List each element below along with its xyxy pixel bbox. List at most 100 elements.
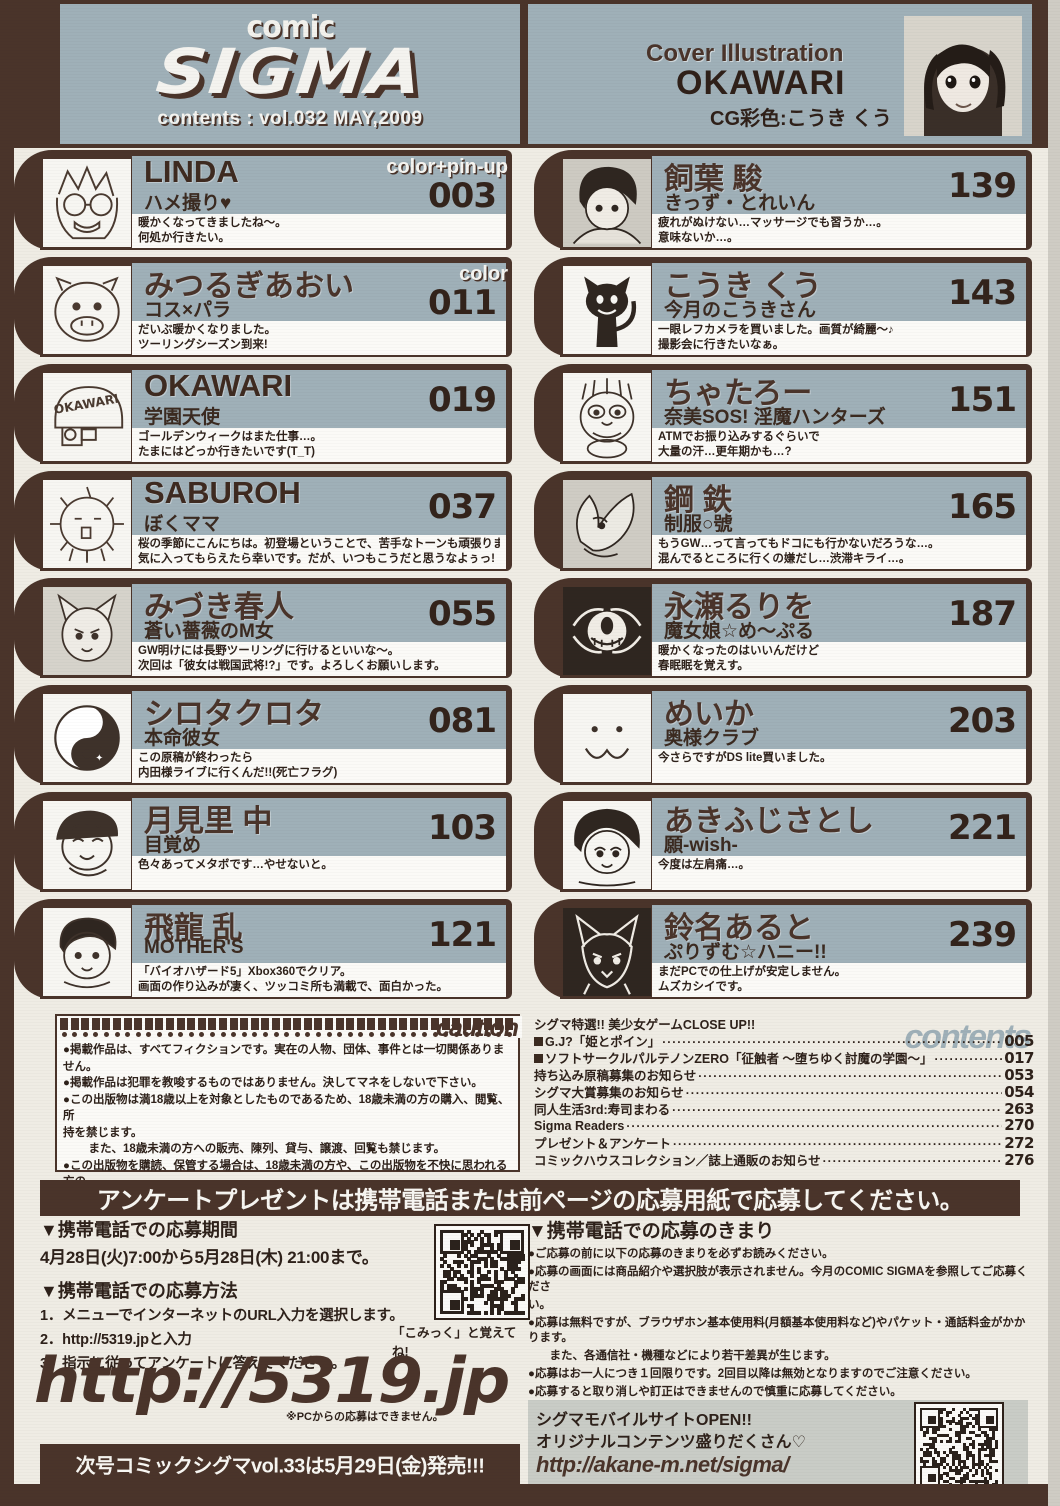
right-edge-bar xyxy=(1048,0,1060,1506)
entry-author-name: シロタクロタ xyxy=(144,698,324,731)
survey-period-heading: ▼携帯電話での応募期間 xyxy=(40,1220,238,1240)
caution-line: ●掲載作品は犯罪を教唆するものではありません。決してマネをしないで下さい。 xyxy=(63,1077,483,1089)
survey-big-url[interactable]: http://5319.jp xyxy=(34,1344,510,1417)
mobile-site-box: シグマモバイルサイトOPEN!! オリジナルコンテンツ盛りだくさん♡ http:… xyxy=(528,1400,1028,1492)
contents-entry[interactable]: 鈴名あると ぷりずむ☆ハニー!! 239 まだPCでの仕上げが安定しません。 ムズカシイ… xyxy=(534,897,1042,1004)
caution-strip-square xyxy=(261,1018,270,1030)
entry-page-number: 103 xyxy=(428,808,497,848)
entry-title-bar: あきふじさとし 願-wish- 221 xyxy=(652,798,1026,856)
contents-entry[interactable]: ✦ ✦ シロタクロタ 本命彼女 081 この原稿が終わったら 内田様ライブに行くんだ!!(死… xyxy=(14,683,522,790)
svg-text:✦: ✦ xyxy=(71,721,79,732)
contents-row[interactable]: 持ち込み原稿募集のお知らせ ···························… xyxy=(534,1065,1034,1084)
contents-row-label: Sigma Readers xyxy=(534,1119,625,1133)
caution-strip-dot xyxy=(231,1032,237,1037)
caution-strip-dot xyxy=(474,1032,480,1037)
entry-author-name: あきふじさとし xyxy=(664,805,874,838)
contents-row[interactable]: プレゼント＆アンケート ·····························… xyxy=(534,1133,1034,1152)
contents-entry[interactable]: あきふじさとし 願-wish- 221 今度は左肩痛…。 xyxy=(534,790,1042,897)
entry-comment: 暖かくなってきましたね～。 何処か行きたい。 xyxy=(132,214,506,248)
contents-entry[interactable]: 飼葉 駿きっず・とれいん 139 疲れがぬけない…マッサージでも習うか…。 意味ないか… xyxy=(534,148,1042,255)
contents-entry[interactable]: 月見里 中目覚め 103 色々あってメタボです…やせないと。 xyxy=(14,790,522,897)
mobile-site-url[interactable]: http://akane-m.net/sigma/ xyxy=(536,1452,789,1477)
caution-strip-dot xyxy=(453,1032,459,1037)
contents-row-dots: ········································… xyxy=(698,1069,1003,1083)
contents-entry[interactable]: 飛龍 乱 MOTHER'S 121 「バイオハザード5」Xbox360でクリア。 画面の… xyxy=(14,897,522,1004)
caution-strip-dot xyxy=(390,1032,396,1037)
entry-page-number: 037 xyxy=(428,487,497,527)
contents-row[interactable]: コミックハウスコレクション／誌上通販のお知らせ ·················… xyxy=(534,1150,1034,1169)
contents-row[interactable]: シグマ大賞募集のお知らせ ····························… xyxy=(534,1082,1034,1101)
caution-strip-square xyxy=(484,1018,492,1030)
contents-entry[interactable]: みづき春人 蒼い薔薇のM女 055 GW明けには長野ツーリングに行けるといいな～。 次回… xyxy=(14,576,522,683)
caution-strip-square xyxy=(123,1018,132,1030)
entry-title-bar: 月見里 中目覚め 103 xyxy=(132,798,506,856)
entry-comment: この原稿が終わったら 内田様ライブに行くんだ!!(死亡フラグ) xyxy=(132,749,506,783)
contents-rows: G.J?「姫とポイン」 ·····························… xyxy=(534,1031,1034,1169)
entry-author-name: SABUROH xyxy=(144,475,301,510)
entry-page-number: 165 xyxy=(948,487,1017,527)
yin-yang-icon: ✦ ✦ xyxy=(40,691,134,785)
cover-artist-name: OKAWARI xyxy=(676,64,846,102)
portrait-glasses-icon xyxy=(40,156,134,250)
contents-entry[interactable]: OKAWARI OKAWARI 学園天使 019 ゴールデンウィークはまた仕事…。 たまに… xyxy=(14,362,522,469)
cover-photo-thumbnail xyxy=(904,16,1022,136)
caution-strip-dot xyxy=(506,1032,512,1037)
entry-author-name: 鈴名あると xyxy=(664,912,814,945)
entry-comment-line-2: 何処か行きたい。 xyxy=(138,232,230,244)
contents-entry[interactable]: SABUROH ぼくママ 037 桜の季節にこんにちは。初登場ということで、苦手なトー… xyxy=(14,469,522,576)
contents-entry[interactable]: 鋼 鉄制服○號 165 もうGW…って言ってもドコにも行かないだろうな…。 混んでると… xyxy=(534,469,1042,576)
next-issue-band: 次号コミックシグマvol.33は5月29日(金)発売!!! xyxy=(40,1444,520,1484)
entry-comment-line-1: ゴールデンウィークはまた仕事…。 xyxy=(138,431,322,443)
contents-row[interactable]: Sigma Readers ···························… xyxy=(534,1116,1034,1134)
contents-row[interactable]: ソフトサークルパルテノンZERO「征触者 ～堕ちゆく討魔の学園～」 ·······… xyxy=(534,1048,1034,1067)
cover-illustration-block: Cover Illustration OKAWARI CG彩色:こうき くう xyxy=(528,4,1032,144)
survey-rule-line: ●応募は無料ですが、ブラウザホン基本使用料(月額基本使用料など)やパケット・通話… xyxy=(528,1317,1026,1344)
contents-entry[interactable]: こうき くう 今月のこうきさん 143 一眼レフカメラを買いました。画質が綺麗～♪ 撮影… xyxy=(534,255,1042,362)
caution-strip-dot xyxy=(400,1032,406,1037)
entry-title-bar: シロタクロタ 本命彼女 081 xyxy=(132,691,506,749)
entry-author-name: みつるぎあおい xyxy=(144,270,354,303)
entry-comment: 疲れがぬけない…マッサージでも習うか…。 意味ないか…。 xyxy=(652,214,1026,248)
entry-page-number: 139 xyxy=(948,166,1017,206)
contents-row-dots: ········································… xyxy=(934,1052,1002,1066)
bottom-area: ▼携帯電話での応募期間 4月28日(火)7:00から5月28日(木) 21:00… xyxy=(0,1216,1060,1506)
entry-comment-line-1: だいぶ暖かくなりました。 xyxy=(138,324,276,336)
contents-row[interactable]: 同人生活3rd:寿司まわる ···························… xyxy=(534,1099,1034,1118)
contents-entry[interactable]: ちゃたろー 奈美SOS! 淫魔ハンターズ 151 ATMでお振り込みするぐらいで 大量の… xyxy=(534,362,1042,469)
caution-strip-dot xyxy=(294,1032,300,1037)
contents-row[interactable]: G.J?「姫とポイン」 ·····························… xyxy=(534,1031,1034,1050)
survey-left-column: ▼携帯電話での応募期間 4月28日(火)7:00から5月28日(木) 21:00… xyxy=(40,1216,530,1376)
entry-page-number: 221 xyxy=(948,808,1017,848)
entry-work-title: 目覚め xyxy=(144,835,202,856)
entry-page-number: 011 xyxy=(428,283,497,323)
caution-strip-square xyxy=(155,1018,164,1030)
entry-title-bar: SABUROH ぼくママ 037 xyxy=(132,475,506,535)
caution-strip-dot xyxy=(188,1032,194,1037)
caution-strip-dot xyxy=(464,1032,470,1037)
caution-strip-square xyxy=(399,1018,408,1030)
contents-entry[interactable]: 永瀬るりを 魔女娘☆め～ぷる 187 暖かくなったのはいいんだけど 春眠眠を覚えす。 xyxy=(534,576,1042,683)
cover-illustration-label: Cover Illustration xyxy=(646,40,844,67)
entry-comment: 今さらですがDS lite買いました。 xyxy=(652,749,1026,783)
square-bullet-icon xyxy=(534,1054,543,1063)
contents-entry[interactable]: みつるぎあおい コス×パラ 011 color だいぶ暖かくなりました。 ツーリングシーズ… xyxy=(14,255,522,362)
contents-row-label: プレゼント＆アンケート xyxy=(534,1137,672,1151)
contents-entry[interactable]: めいか 奥様クラブ 203 今さらですがDS lite買いました。 xyxy=(534,683,1042,790)
contents-row-dots: ········································… xyxy=(662,1035,1003,1049)
contents-entry[interactable]: LINDA ハメ撮り♥ 003 color+pin-up 暖かくなってきましたね～。 何処… xyxy=(14,148,522,255)
qr-code-mobile-site[interactable] xyxy=(914,1402,1004,1492)
contents-row-page: 270 xyxy=(1004,1116,1034,1134)
entry-comment: まだPCでの仕上げが安定しません。 ムズカシイです。 xyxy=(652,963,1026,997)
contents-row-label: ソフトサークルパルテノンZERO「征触者 ～堕ちゆく討魔の学園～」 xyxy=(534,1048,932,1067)
qr-code-survey[interactable] xyxy=(434,1224,530,1320)
entry-comment-line-1: 今さらですがDS lite買いました。 xyxy=(658,752,832,764)
contents-row-label: G.J?「姫とポイン」 xyxy=(534,1031,660,1050)
entry-author-name: OKAWARI xyxy=(144,368,293,403)
entry-color-tag: color xyxy=(459,263,508,285)
entry-comment-line-1: もうGW…って言ってもドコにも行かないだろうな…。 xyxy=(658,538,940,550)
survey-rule-line: ●応募すると取り消しや訂正はできませんので慎重に応募してください。 xyxy=(528,1386,902,1398)
caution-strip-dot xyxy=(443,1032,449,1037)
caution-strip-dot xyxy=(199,1032,205,1037)
entry-comment-line-2: 内田様ライブに行くんだ!!(死亡フラグ) xyxy=(138,767,338,779)
